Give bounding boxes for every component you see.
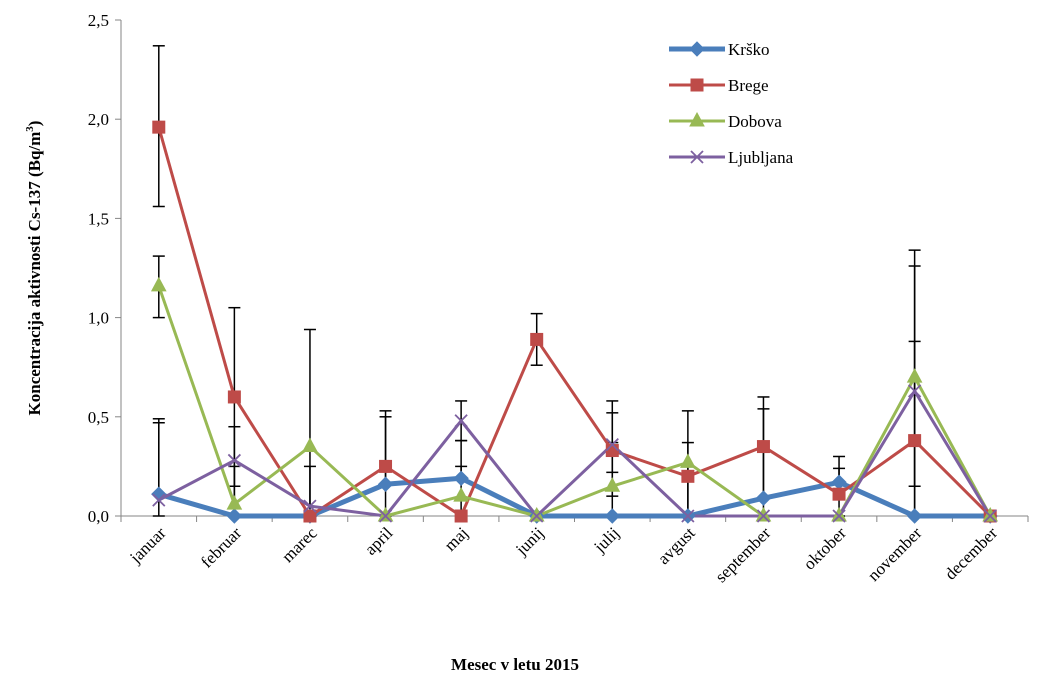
- data-point: [831, 506, 847, 522]
- data-point: [680, 453, 696, 468]
- data-point: [377, 476, 394, 492]
- data-point: [681, 469, 695, 483]
- legend-label: Dobova: [728, 112, 782, 131]
- legend-swatch-marker: [690, 150, 704, 164]
- x-tick-label: februar: [197, 523, 245, 571]
- y-axis-title-text: Koncentracija aktivnosti Cs-137 (Bq/m: [25, 132, 44, 416]
- data-point: [227, 453, 242, 468]
- series-line: [158, 389, 992, 518]
- data-point: [226, 495, 243, 510]
- x-tick-label: junij: [511, 523, 547, 559]
- x-tick-label: september: [711, 523, 774, 586]
- data-point: [303, 499, 317, 513]
- y-axis-title-sup: 3: [24, 126, 36, 132]
- series-markers: [150, 120, 999, 524]
- legend-label: Krško: [728, 40, 770, 59]
- legend-swatch-marker: [689, 41, 705, 57]
- legend-swatch-marker: [690, 78, 704, 92]
- data-point: [681, 509, 695, 523]
- data-point: [150, 276, 167, 292]
- data-point: [604, 477, 621, 492]
- data-point: [906, 508, 923, 524]
- x-tick-label: november: [864, 523, 926, 585]
- x-tick-label: marec: [278, 523, 321, 566]
- series-line: [158, 475, 991, 519]
- data-point: [530, 332, 544, 346]
- data-point: [906, 368, 923, 383]
- data-point: [454, 509, 468, 523]
- data-point: [226, 508, 243, 524]
- series-line: [157, 126, 992, 518]
- x-tick-label: januar: [125, 523, 169, 567]
- y-tick-label: 2,5: [88, 11, 109, 30]
- y-tick-label: 1,5: [88, 209, 109, 228]
- x-axis-title: Mesec v letu 2015: [451, 655, 579, 674]
- x-tick-label: april: [361, 523, 397, 559]
- data-point: [152, 493, 166, 507]
- y-axis-title-end: ): [25, 121, 44, 127]
- data-point: [604, 508, 620, 524]
- data-point: [302, 437, 318, 453]
- data-point: [832, 509, 846, 523]
- data-point: [227, 390, 241, 404]
- legend-label: Brege: [728, 76, 769, 95]
- data-point: [983, 509, 997, 523]
- axes: [115, 19, 1029, 522]
- data-point: [756, 440, 770, 454]
- data-point: [378, 509, 393, 523]
- data-point: [756, 509, 771, 523]
- data-point: [528, 506, 545, 522]
- data-point: [907, 384, 922, 398]
- error-bars: [152, 45, 921, 517]
- data-point: [530, 509, 544, 523]
- data-point: [377, 506, 394, 522]
- data-point: [605, 437, 619, 452]
- data-point: [755, 490, 772, 506]
- data-point: [982, 506, 999, 522]
- y-axis-title: Koncentracija aktivnosti Cs-137 (Bq/m3): [24, 121, 44, 416]
- x-tick-label: oktober: [800, 523, 850, 573]
- tick-labels: 0,0 0,5 1,0 1,5 2,0 2,5 januar februar marec apri…: [88, 11, 1002, 586]
- legend-label: Ljubljana: [728, 148, 794, 167]
- y-tick-label: 0,0: [88, 507, 109, 526]
- data-point: [908, 434, 922, 448]
- y-tick-label: 1,0: [88, 309, 109, 328]
- x-tick-label: maj: [440, 523, 471, 554]
- y-tick-label: 2,0: [88, 110, 109, 129]
- data-point: [152, 120, 166, 134]
- legend: Krško Brege Dobova Ljubljana: [669, 40, 794, 167]
- y-tick-label: 0,5: [88, 408, 109, 427]
- data-point: [303, 509, 317, 523]
- data-point: [755, 506, 772, 522]
- data-point: [454, 414, 468, 428]
- series-lines: [157, 126, 992, 519]
- x-tick-label: julij: [590, 523, 624, 557]
- data-point: [605, 444, 619, 458]
- x-tick-label: avgust: [654, 523, 699, 568]
- legend-swatch-marker: [689, 111, 705, 127]
- data-point: [453, 487, 469, 502]
- data-point: [453, 470, 469, 487]
- data-point: [379, 459, 393, 473]
- x-tick-label: december: [941, 523, 1001, 583]
- data-point: [832, 487, 846, 501]
